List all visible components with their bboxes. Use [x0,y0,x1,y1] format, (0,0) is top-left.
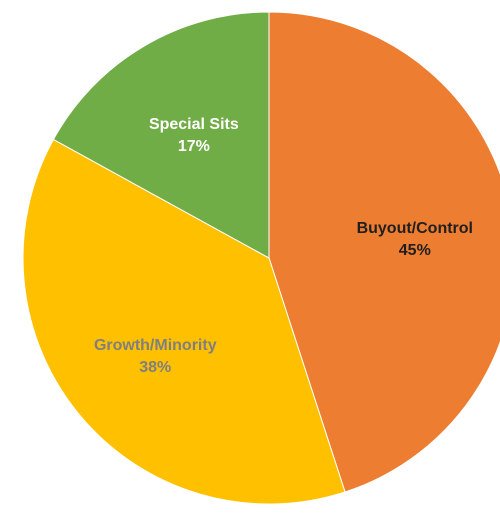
slice-category-label: Special Sits [149,116,239,133]
slice-percent-label: 38% [139,359,171,376]
slice-percent-label: 17% [178,138,210,155]
slice-category-label: Buyout/Control [357,220,473,237]
pie-slice-special-sits [52,11,270,259]
slice-category-label: Growth/Minority [94,337,217,354]
pie-slice-growth-minority [22,138,346,505]
slice-percent-label: 45% [399,242,431,259]
pie-slice-buyout-control [268,11,500,493]
